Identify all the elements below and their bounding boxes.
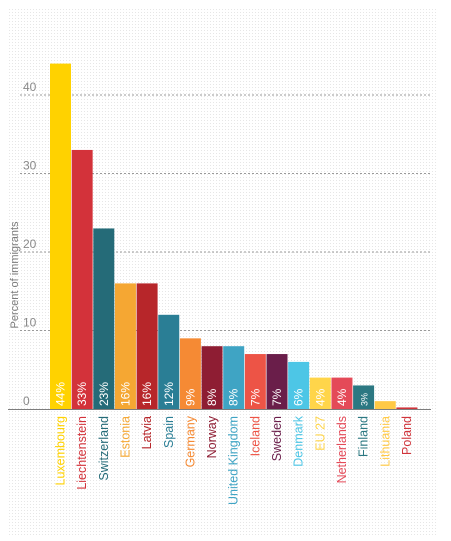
x-tick-label: United Kingdom	[227, 416, 241, 505]
y-tick-label: 0	[23, 394, 30, 408]
bar-value-label: 6%	[292, 388, 306, 406]
x-tick-label: Luxembourg	[54, 416, 68, 486]
x-tick-label: Iceland	[248, 416, 262, 456]
x-tick-label: Latvia	[140, 416, 154, 449]
x-tick-label: Estonia	[118, 416, 132, 458]
bar-value-label: 16%	[118, 382, 132, 406]
bar	[244, 354, 266, 409]
x-tick-label: Germany	[183, 415, 197, 467]
x-tick-label: Denmark	[292, 415, 306, 466]
bar-value-label: 16%	[140, 382, 154, 406]
bar	[114, 283, 136, 409]
bar-value-label: 44%	[54, 382, 68, 406]
y-axis-label: Percent of immigrants	[9, 221, 21, 328]
bar-value-label: 23%	[97, 382, 111, 406]
x-tick-label: Norway	[205, 415, 219, 458]
bar	[71, 149, 93, 409]
y-tick-label: 30	[23, 159, 37, 173]
bar	[374, 401, 396, 409]
bar	[288, 361, 310, 409]
x-tick-label: Netherlands	[335, 416, 349, 483]
bar-value-label: 3%	[360, 393, 370, 406]
bar	[353, 385, 375, 409]
bar-value-label: 8%	[205, 388, 219, 406]
bar	[223, 346, 245, 409]
axes: 0 10 20 30 40 Luxembourg Liechtenstein Switzerl…	[8, 80, 431, 505]
bars: 44% 33% 23% 16% 16% 12% 9% 8% 8% 7% 7% 6% 4% 4% 3%	[50, 63, 418, 409]
bar	[331, 377, 353, 409]
x-tick-label: Poland	[400, 416, 414, 455]
x-tick-label: EU 27	[313, 416, 327, 451]
bar	[266, 354, 288, 409]
bar-value-label: 9%	[183, 388, 197, 406]
x-tick-label: Lithuania	[378, 416, 392, 467]
bar	[50, 63, 71, 409]
bar-value-label: 7%	[270, 388, 284, 406]
bar-value-label: 4%	[335, 388, 349, 406]
bar-value-label: 12%	[162, 382, 176, 406]
x-tick-label: Liechtenstein	[75, 416, 89, 490]
bar-value-label: 33%	[75, 382, 89, 406]
bar	[179, 338, 201, 409]
y-tick-label: 20	[23, 237, 37, 251]
bar-value-label: 8%	[227, 388, 241, 406]
bar	[93, 228, 115, 409]
bar	[136, 283, 158, 409]
x-tick-label: Spain	[162, 416, 176, 448]
bar	[158, 314, 180, 409]
x-tick-label: Switzerland	[97, 416, 111, 481]
bar-value-label: 7%	[248, 388, 262, 406]
bar	[201, 346, 223, 409]
bar-value-label: 4%	[313, 388, 327, 406]
bar	[309, 377, 331, 409]
y-tick-label: 10	[23, 316, 37, 330]
x-tick-label: Sweden	[270, 416, 284, 461]
y-tick-label: 40	[23, 80, 37, 94]
x-tick-label: Finland	[357, 416, 371, 457]
bar	[396, 407, 418, 409]
